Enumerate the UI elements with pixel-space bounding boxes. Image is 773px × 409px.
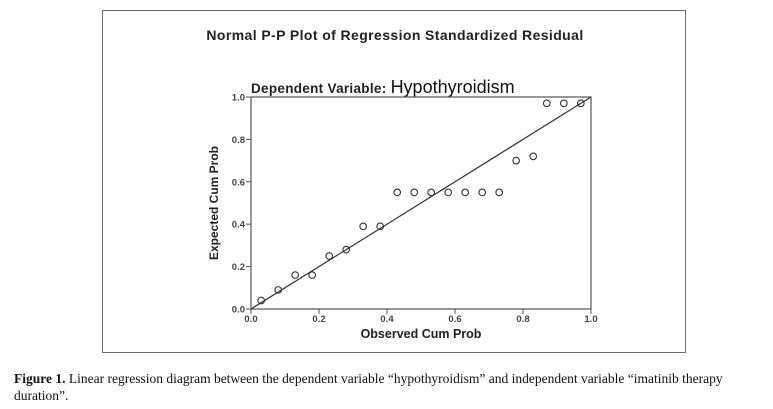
data-point (274, 286, 283, 294)
data-point (495, 188, 504, 197)
data-point (308, 271, 317, 279)
dependent-variable-name: Hypothyroidism (390, 77, 515, 97)
subtitle-prefix: Dependent Variable: (251, 81, 387, 96)
x-tick-label: 0.2 (312, 314, 325, 325)
y-tick-label: 0.0 (232, 305, 245, 316)
data-point (359, 222, 368, 231)
y-tick-label: 0.8 (232, 135, 245, 146)
y-tick-label: 0.4 (232, 220, 246, 231)
data-point (376, 222, 385, 231)
data-point (559, 99, 568, 108)
data-point (410, 188, 419, 197)
data-point (461, 188, 470, 197)
y-tick-label: 1.0 (232, 93, 245, 104)
x-tick-label: 1.0 (584, 314, 597, 325)
x-axis-label: Observed Cum Prob (361, 327, 482, 341)
data-point (529, 152, 538, 161)
reference-line (250, 96, 592, 310)
data-point (393, 188, 402, 197)
data-point (542, 99, 551, 108)
x-tick-label: 0.0 (244, 314, 257, 325)
data-point (427, 188, 436, 197)
data-point (291, 271, 300, 279)
data-point (342, 245, 351, 254)
chart-frame: Normal P-P Plot of Regression Standardiz… (102, 10, 686, 353)
data-point (576, 99, 585, 108)
x-tick-label: 0.4 (380, 314, 394, 325)
data-point (478, 188, 487, 197)
caption-label: Figure 1. (14, 371, 66, 386)
chart-subtitle: Dependent Variable: Hypothyroidism (251, 77, 515, 98)
figure-caption: Figure 1. Linear regression diagram betw… (14, 370, 770, 404)
x-tick-label: 0.8 (516, 314, 529, 325)
pp-plot: 0.0 0.2 0.4 0.6 0.8 1.0 0.0 0.2 0.4 0.6 0.8 1.0 Obse… (207, 93, 598, 342)
y-tick-label: 0.6 (232, 177, 245, 188)
data-point (512, 156, 521, 165)
data-point (325, 252, 334, 260)
caption-text: Linear regression diagram between the de… (14, 371, 723, 403)
x-tick-label: 0.6 (448, 314, 461, 325)
data-point (444, 188, 453, 197)
y-tick-label: 0.2 (232, 262, 245, 273)
y-axis-label: Expected Cum Prob (207, 146, 221, 260)
chart-title: Normal P-P Plot of Regression Standardiz… (206, 27, 584, 43)
data-point (257, 296, 266, 305)
